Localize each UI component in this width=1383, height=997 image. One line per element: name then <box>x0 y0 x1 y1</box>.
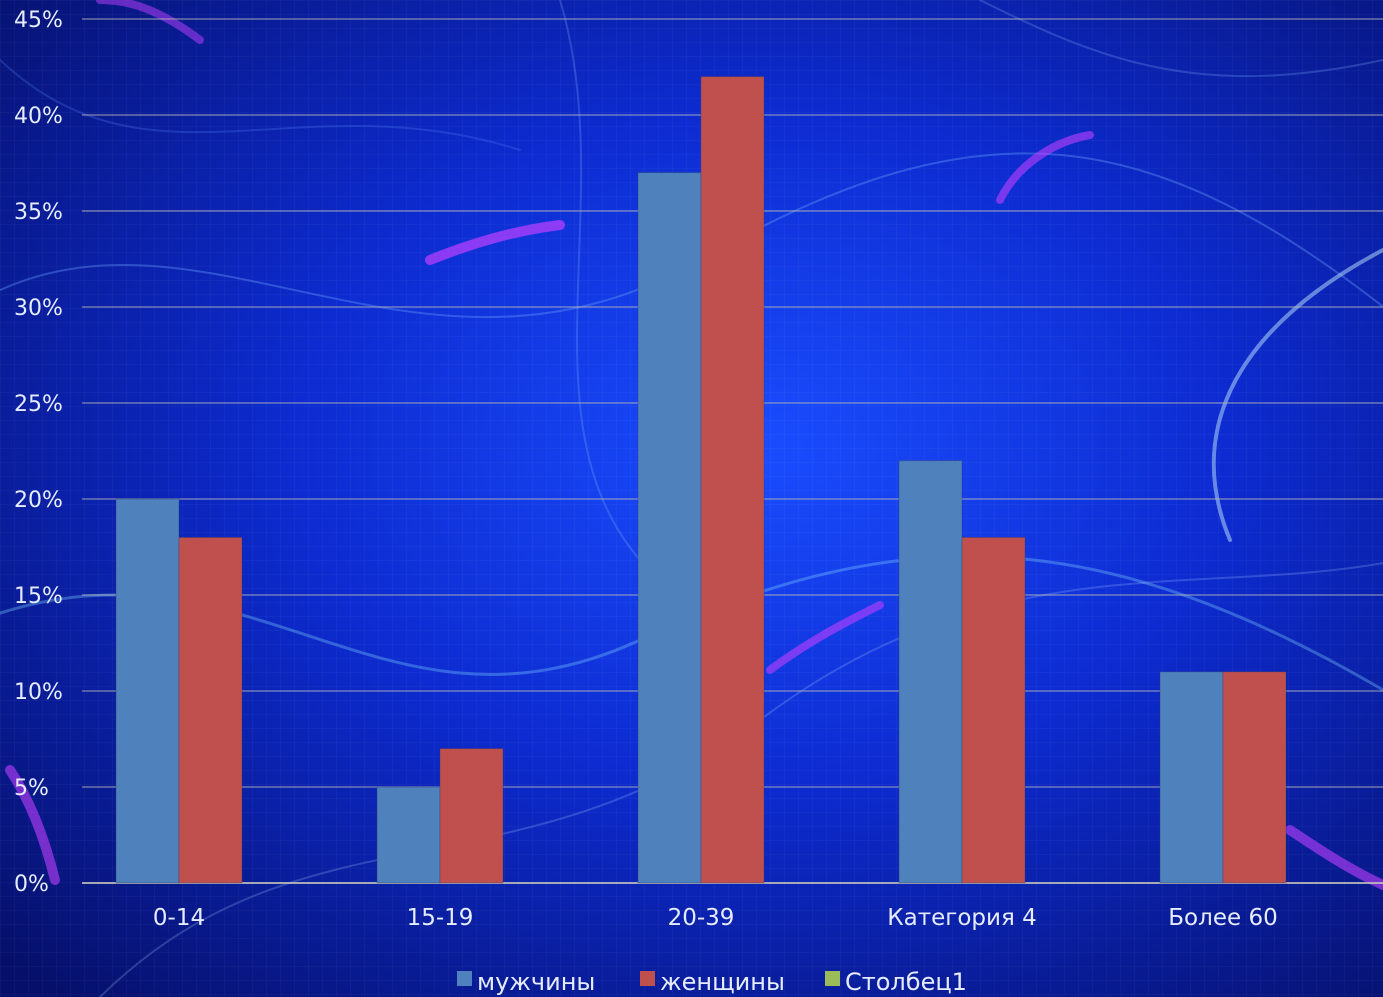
y-tick-label: 20% <box>14 488 63 513</box>
y-tick-label: 30% <box>14 296 63 321</box>
x-category-label: 15-19 <box>407 905 474 931</box>
y-tick-label: 10% <box>14 680 63 705</box>
x-category-label: 20-39 <box>668 905 735 931</box>
legend-swatch <box>825 971 840 986</box>
bar-men <box>376 786 441 884</box>
x-category-label: Категория 4 <box>887 905 1036 931</box>
y-tick-label: 45% <box>14 8 63 33</box>
bar-men <box>637 172 702 884</box>
legend-label: мужчины <box>477 968 595 996</box>
y-tick-label: 15% <box>14 584 63 609</box>
y-tick-label: 25% <box>14 392 63 417</box>
y-tick-label: 0% <box>14 872 49 897</box>
bar-men <box>115 498 180 884</box>
legend-label: Столбец1 <box>845 968 967 996</box>
bar-men <box>898 460 963 884</box>
legend-swatch <box>640 971 655 986</box>
bar-women <box>439 748 504 884</box>
bar-women <box>178 536 243 884</box>
bar-women <box>961 536 1026 884</box>
y-axis-tick-labels: 0% 5% 10% 15% 20% 25% 30% 35% 40% 45% <box>14 8 63 897</box>
x-axis-category-labels: 0-14 15-19 20-39 Категория 4 Более 60 <box>153 905 1278 931</box>
x-category-label: Более 60 <box>1168 905 1277 931</box>
bar-women <box>700 76 765 884</box>
y-tick-label: 40% <box>14 104 63 129</box>
x-category-label: 0-14 <box>153 905 205 931</box>
bar-women <box>1222 671 1287 884</box>
y-tick-label: 35% <box>14 200 63 225</box>
y-tick-label: 5% <box>14 776 49 801</box>
legend: мужчины женщины Столбец1 <box>457 968 967 996</box>
bars <box>115 76 1287 884</box>
legend-label: женщины <box>660 968 785 996</box>
legend-swatch <box>457 971 472 986</box>
bar-men <box>1159 671 1224 884</box>
